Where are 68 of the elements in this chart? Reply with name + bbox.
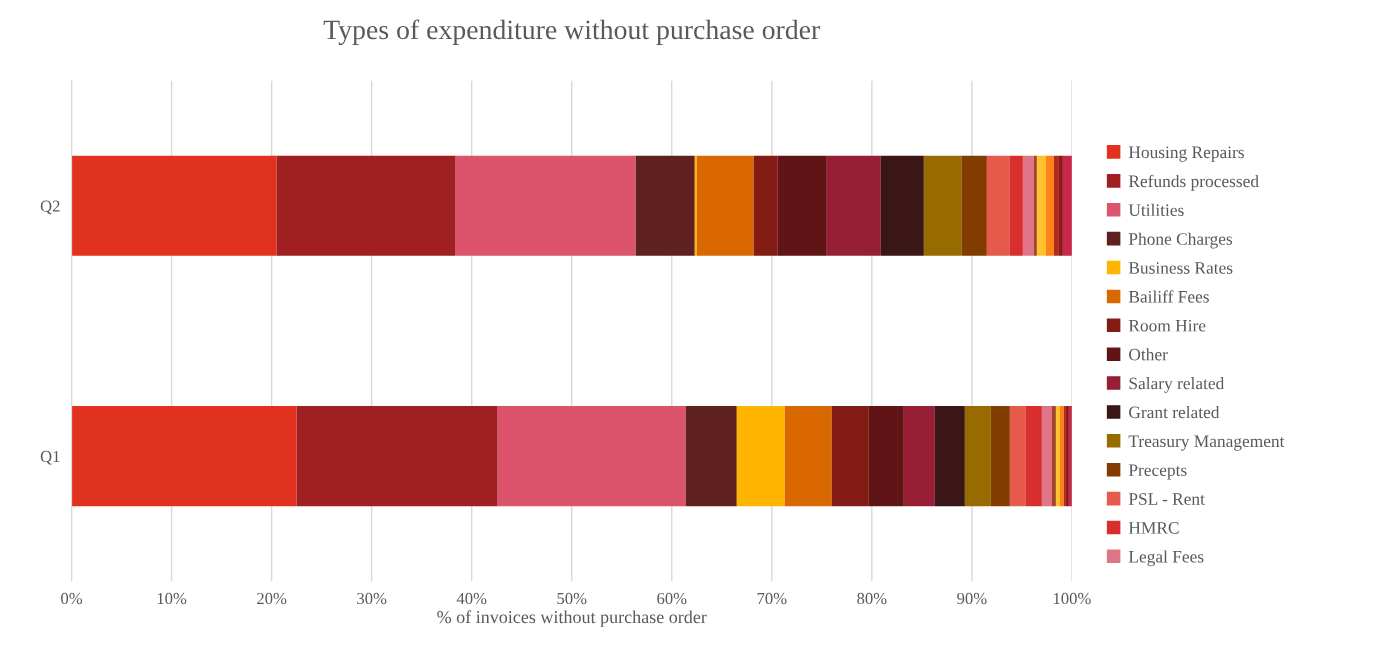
bar (1036, 155, 1046, 256)
x-tick-label: 100% (1053, 592, 1091, 605)
x-tick-label: 50% (557, 592, 587, 605)
y-tick-label: Q1 (40, 450, 60, 465)
bar (1055, 406, 1060, 507)
legend-label: HMRC (1128, 522, 1179, 534)
bar (1009, 155, 1023, 256)
x-tick-label: 40% (456, 592, 487, 605)
legend-label: PSL - Rent (1128, 493, 1205, 505)
bar (903, 406, 935, 507)
legend-label: Phone Charges (1128, 232, 1233, 249)
bar (868, 406, 904, 507)
bar (685, 406, 737, 507)
legend-label: Other (1129, 348, 1168, 361)
x-tick-label: 90% (957, 592, 987, 605)
legend-label: Salary related (1129, 377, 1225, 393)
bar (1053, 155, 1059, 256)
bar (986, 155, 1010, 256)
bar (296, 406, 498, 507)
x-tick-label: 0% (61, 592, 83, 605)
bar (1009, 406, 1026, 507)
bar (1045, 155, 1054, 256)
bar (694, 155, 697, 256)
bar (736, 406, 785, 507)
bar (276, 155, 456, 256)
bar (1033, 155, 1037, 256)
x-tick-label: 80% (857, 592, 887, 605)
bar (1059, 406, 1064, 507)
bar (455, 155, 636, 256)
legend-label: Housing Repairs (1128, 146, 1244, 162)
legend-label: Grant related (1129, 405, 1220, 419)
legend-label: Legal Fees (1128, 550, 1204, 567)
legend-label: Room Hire (1128, 319, 1206, 332)
bar (923, 155, 962, 256)
legend-label: Precepts (1128, 464, 1187, 480)
legend-label: Refunds processed (1128, 174, 1259, 191)
bar (753, 155, 778, 256)
y-tick-label: Q2 (40, 200, 60, 215)
bar (964, 406, 991, 507)
bar (71, 406, 297, 507)
bar (1051, 406, 1056, 507)
bar (1022, 155, 1034, 256)
bar (784, 406, 832, 507)
legend-label: Business Rates (1128, 262, 1233, 274)
bar (880, 155, 924, 256)
legend-label: Bailiff Fees (1128, 290, 1209, 303)
bar (777, 155, 827, 256)
bar (1025, 406, 1042, 507)
bar (71, 155, 277, 256)
legend-label: Treasury Management (1128, 435, 1285, 451)
bar (934, 406, 965, 507)
chart-title: Types of expenditure without purchase order (323, 19, 821, 45)
bar (635, 155, 695, 256)
x-tick-label: 60% (657, 592, 687, 605)
legend-label: Utilities (1128, 203, 1184, 216)
bar (826, 155, 881, 256)
x-tick-label: 30% (357, 592, 387, 605)
bar (1058, 155, 1063, 256)
bar (961, 155, 987, 256)
x-axis-title: % of invoices without purchase order (437, 610, 707, 627)
bar (990, 406, 1010, 507)
bar (831, 406, 869, 507)
bar (497, 406, 686, 507)
bar (1041, 406, 1052, 507)
x-tick-label: 10% (157, 592, 187, 605)
bar (696, 155, 754, 256)
x-tick-label: 70% (757, 592, 787, 605)
x-tick-label: 20% (257, 592, 287, 605)
